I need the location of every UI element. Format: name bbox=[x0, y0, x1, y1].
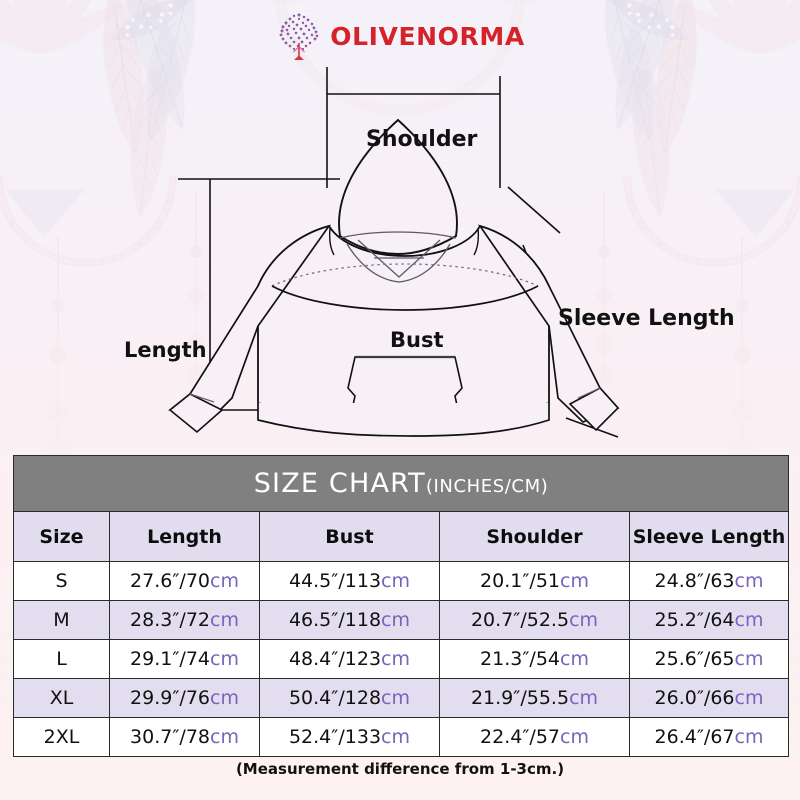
cell-bust: 48.4″/123cm bbox=[259, 639, 440, 679]
cell-shoulder: 20.7″/52.5cm bbox=[439, 600, 630, 640]
value-inches: 24.8″/63 bbox=[654, 570, 735, 592]
cell-length: 28.3″/72cm bbox=[109, 600, 260, 640]
cell-length: 30.7″/78cm bbox=[109, 717, 260, 757]
value-unit: cm bbox=[569, 609, 599, 631]
cell-sleeve: 26.4″/67cm bbox=[628, 717, 790, 757]
column-header-size: Size bbox=[13, 511, 110, 562]
value-unit: cm bbox=[560, 726, 589, 748]
column-header-length: Length bbox=[109, 511, 260, 562]
brand-name: OLIVENORMA bbox=[330, 21, 525, 51]
value-inches: 26.0″/66 bbox=[654, 687, 735, 709]
cell-bust: 46.5″/118cm bbox=[259, 600, 440, 640]
column-header-bust: Bust bbox=[259, 511, 440, 562]
table-title-cell: SIZE CHART(INCHES/CM) bbox=[12, 455, 790, 512]
shoulder-dimension-line bbox=[326, 67, 501, 188]
value-unit: cm bbox=[569, 687, 599, 709]
value-inches: 20.1″/51 bbox=[480, 570, 560, 592]
value-inches: 28.3″/72 bbox=[130, 609, 210, 631]
table-row: M 28.3″/72cm 46.5″/118cm 20.7″/52.5cm 25… bbox=[13, 600, 790, 640]
table-title-row: SIZE CHART(INCHES/CM) bbox=[12, 455, 790, 512]
value-unit: cm bbox=[381, 609, 411, 631]
cell-shoulder: 21.3″/54cm bbox=[439, 639, 630, 679]
value-inches: 52.4″/133 bbox=[288, 726, 382, 748]
shoulder-label: Shoulder bbox=[366, 127, 478, 152]
garment-diagram: Shoulder Length Bust Sleeve Length bbox=[0, 58, 800, 450]
table-row: L 29.1″/74cm 48.4″/123cm 21.3″/54cm 25.6… bbox=[13, 639, 790, 679]
value-inches: 25.6″/65 bbox=[654, 648, 735, 670]
value-unit: cm bbox=[734, 687, 764, 709]
table-row: S 27.6″/70cm 44.5″/113cm 20.1″/51cm 24.8… bbox=[13, 561, 790, 601]
value-inches: 44.5″/113 bbox=[288, 570, 382, 592]
cell-length: 29.1″/74cm bbox=[109, 639, 260, 679]
cell-length: 29.9″/76cm bbox=[109, 678, 260, 718]
cell-length: 27.6″/70cm bbox=[109, 561, 260, 601]
cell-size: M bbox=[13, 600, 110, 640]
cell-sleeve: 24.8″/63cm bbox=[628, 561, 790, 601]
value-unit: cm bbox=[381, 570, 411, 592]
cell-bust: 44.5″/113cm bbox=[259, 561, 440, 601]
value-inches: 29.1″/74 bbox=[130, 648, 210, 670]
table-row: 2XL 30.7″/78cm 52.4″/133cm 22.4″/57cm 26… bbox=[13, 717, 790, 757]
size-chart-table-container: SIZE CHART(INCHES/CM) Size Length Bust S… bbox=[12, 455, 790, 757]
value-inches: 50.4″/128 bbox=[288, 687, 382, 709]
table-title-sub: (INCHES/CM) bbox=[425, 476, 549, 497]
cell-sleeve: 26.0″/66cm bbox=[628, 678, 790, 718]
value-inches: 46.5″/118 bbox=[288, 609, 382, 631]
value-unit: cm bbox=[381, 648, 411, 670]
size-chart-table: SIZE CHART(INCHES/CM) Size Length Bust S… bbox=[12, 455, 790, 757]
value-unit: cm bbox=[210, 687, 239, 709]
value-inches: 26.4″/67 bbox=[654, 726, 735, 748]
value-inches: 25.2″/64 bbox=[654, 609, 735, 631]
measurement-footnote: (Measurement difference from 1-3cm.) bbox=[235, 760, 565, 778]
cell-size: S bbox=[13, 561, 110, 601]
cell-shoulder: 20.1″/51cm bbox=[439, 561, 630, 601]
cell-shoulder: 21.9″/55.5cm bbox=[439, 678, 630, 718]
sleeve-length-label: Sleeve Length bbox=[558, 306, 735, 331]
value-unit: cm bbox=[210, 570, 239, 592]
value-inches: 30.7″/78 bbox=[130, 726, 210, 748]
cell-bust: 50.4″/128cm bbox=[259, 678, 440, 718]
brand-header: OLIVENORMA bbox=[0, 8, 800, 64]
column-header-sleeve-length: Sleeve Length bbox=[628, 511, 790, 562]
value-unit: cm bbox=[560, 570, 589, 592]
value-unit: cm bbox=[210, 648, 239, 670]
value-inches: 29.9″/76 bbox=[130, 687, 210, 709]
value-inches: 21.9″/55.5 bbox=[470, 687, 570, 709]
value-unit: cm bbox=[210, 726, 239, 748]
value-unit: cm bbox=[560, 648, 589, 670]
value-inches: 48.4″/123 bbox=[288, 648, 382, 670]
cell-size: XL bbox=[13, 678, 110, 718]
value-unit: cm bbox=[381, 687, 411, 709]
value-unit: cm bbox=[210, 609, 239, 631]
cell-sleeve: 25.2″/64cm bbox=[628, 600, 790, 640]
value-unit: cm bbox=[734, 726, 764, 748]
value-unit: cm bbox=[734, 648, 764, 670]
bust-measure-ellipse bbox=[271, 263, 539, 311]
cell-size: 2XL bbox=[13, 717, 110, 757]
value-unit: cm bbox=[734, 570, 764, 592]
length-label: Length bbox=[124, 338, 207, 362]
value-unit: cm bbox=[734, 609, 764, 631]
value-inches: 22.4″/57 bbox=[480, 726, 560, 748]
table-row: XL 29.9″/76cm 50.4″/128cm 21.9″/55.5cm 2… bbox=[13, 678, 790, 718]
value-inches: 27.6″/70 bbox=[130, 570, 210, 592]
value-inches: 21.3″/54 bbox=[480, 648, 560, 670]
value-unit: cm bbox=[381, 726, 411, 748]
cell-shoulder: 22.4″/57cm bbox=[439, 717, 630, 757]
table-header-row: Size Length Bust Shoulder Sleeve Length bbox=[13, 511, 790, 562]
table-title-main: SIZE CHART bbox=[253, 468, 426, 499]
tree-icon bbox=[275, 10, 323, 62]
cell-size: L bbox=[13, 639, 110, 679]
value-inches: 20.7″/52.5 bbox=[470, 609, 570, 631]
bust-label: Bust bbox=[390, 328, 444, 352]
cell-bust: 52.4″/133cm bbox=[259, 717, 440, 757]
cell-sleeve: 25.6″/65cm bbox=[628, 639, 790, 679]
column-header-shoulder: Shoulder bbox=[439, 511, 630, 562]
